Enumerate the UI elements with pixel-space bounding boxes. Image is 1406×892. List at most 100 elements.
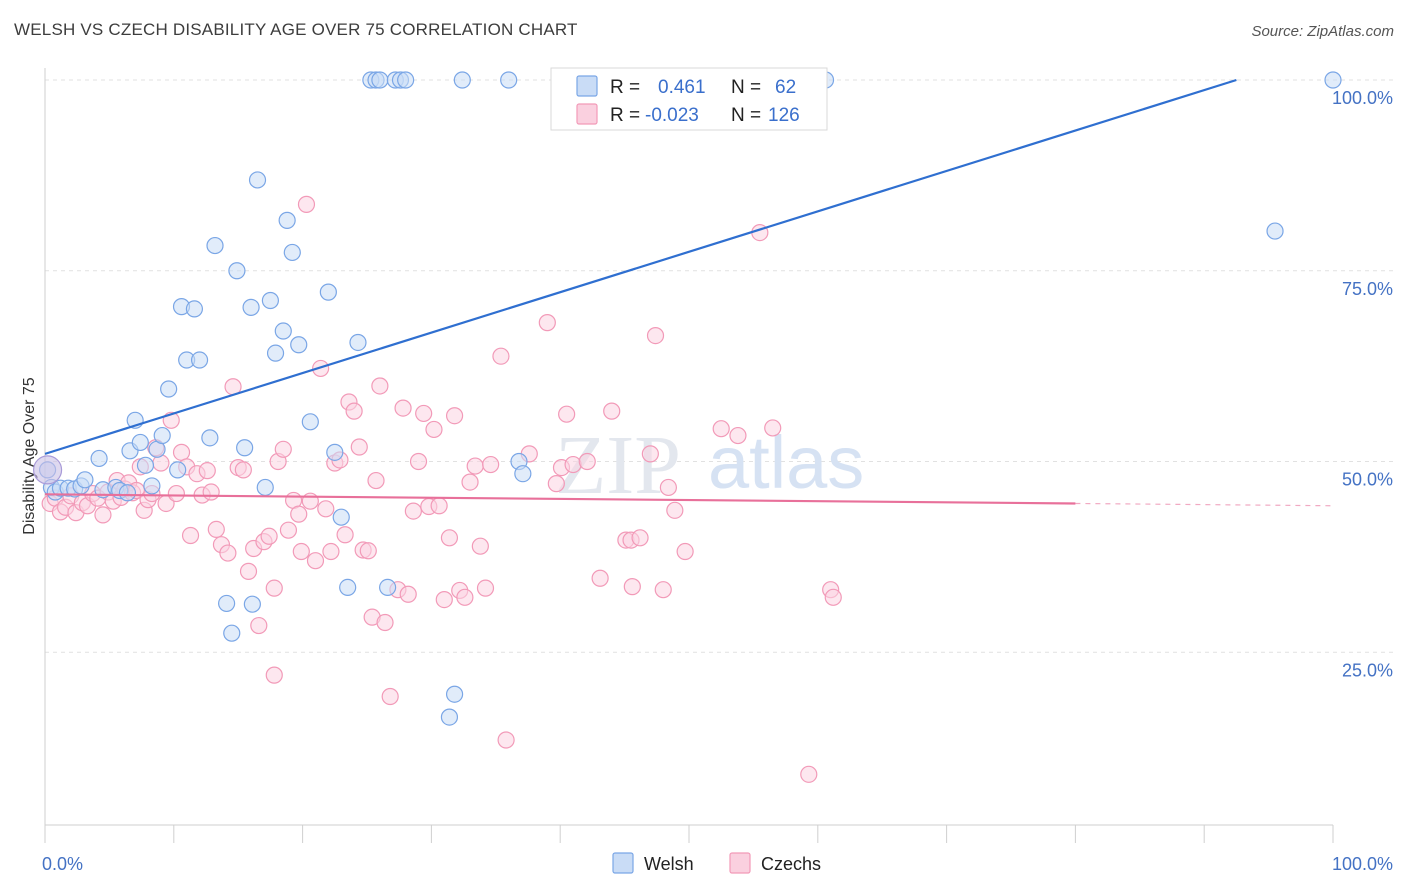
welsh-point-54 — [397, 71, 415, 89]
welsh-point-44 — [326, 443, 344, 461]
welsh-point-20 — [160, 380, 178, 398]
y-tick-label-100: 100.0% — [1332, 88, 1393, 108]
legend-r-value-welsh: 0.461 — [658, 77, 706, 98]
y-tick-label-75: 75.0% — [1342, 279, 1393, 299]
x-tick-marks — [44, 825, 1334, 843]
welsh-point-40 — [283, 243, 301, 262]
czechs-point-111 — [666, 501, 684, 519]
czechs-point-70 — [371, 377, 389, 395]
y-axis-label: Disability Age Over 75 — [21, 377, 38, 535]
czechs-point-88 — [466, 457, 484, 475]
czechs-point-113 — [712, 420, 730, 438]
czechs-point-101 — [591, 569, 609, 587]
czechs-point-67 — [359, 542, 377, 560]
czechs-point-81 — [430, 497, 448, 515]
welsh-point-32 — [242, 298, 260, 316]
czechs-point-54 — [297, 195, 316, 213]
czechs-point-109 — [654, 581, 672, 599]
welsh-point-17 — [143, 477, 161, 495]
welsh-point-57 — [453, 71, 471, 89]
czechs-point-35 — [207, 520, 225, 539]
welsh-point-51 — [379, 578, 397, 596]
x-tick-label-max: 100.0% — [1332, 854, 1393, 874]
chart-title: WELSH VS CZECH DISABILITY AGE OVER 75 CO… — [14, 20, 578, 39]
legend-r-label-czechs: R = — [610, 105, 640, 126]
welsh-point-46 — [339, 578, 357, 596]
x-tick-label-min: 0.0% — [42, 854, 83, 874]
welsh-point-19 — [153, 426, 171, 445]
welsh-point-24 — [185, 300, 204, 318]
czechs-point-45 — [260, 527, 278, 545]
welsh-point-63 — [1324, 71, 1342, 89]
czechs-point-59 — [322, 542, 340, 561]
welsh-point-45 — [332, 508, 350, 526]
welsh-point-50 — [371, 71, 389, 89]
welsh-point-7 — [76, 471, 94, 489]
bottom-legend-label-welsh: Welsh — [644, 854, 694, 874]
welsh-point-36 — [261, 291, 279, 310]
bottom-legend-label-czechs: Czechs — [761, 854, 821, 874]
czechs-point-34 — [202, 483, 220, 501]
trend-lines — [44, 78, 1334, 507]
czechs-point-100 — [578, 452, 596, 471]
welsh-point-43 — [319, 283, 337, 301]
czechs-point-10 — [94, 506, 112, 524]
czechs-point-108 — [646, 327, 665, 345]
czechs-point-40 — [234, 461, 252, 479]
welsh-point-60 — [514, 465, 532, 483]
welsh-point-25 — [190, 351, 209, 369]
welsh-point-35 — [256, 478, 274, 497]
czechs-point-28 — [172, 443, 191, 461]
czechs-point-77 — [409, 452, 428, 471]
czechs-point-86 — [456, 588, 474, 606]
czechs-point-33 — [198, 462, 216, 480]
legend-swatch-czechs — [576, 103, 598, 125]
legend-n-label-welsh: N = — [731, 77, 761, 98]
czechs-point-99 — [564, 455, 582, 474]
czechs-point-110 — [659, 478, 677, 497]
czechs-point-52 — [290, 505, 308, 523]
welsh-point-62 — [1266, 222, 1284, 240]
welsh-point-39 — [278, 211, 296, 229]
czechs-point-43 — [250, 616, 268, 635]
legend-swatch-welsh — [576, 75, 598, 97]
legend-n-label-czechs: N = — [731, 105, 761, 126]
czechs-point-112 — [676, 542, 694, 561]
top-legend: R = 0.461 N = 62 R = -0.023 N = 126 — [550, 67, 828, 131]
czechs-point-89 — [471, 537, 489, 555]
czechs-point-72 — [381, 687, 399, 706]
czechs-point-30 — [181, 526, 200, 545]
czechs-point-56 — [306, 552, 325, 570]
czechs-point-83 — [440, 529, 459, 547]
czechs-point-93 — [497, 731, 515, 749]
czechs-point-47 — [265, 666, 283, 684]
czechs-points — [41, 195, 842, 783]
czechs-point-82 — [435, 591, 453, 609]
welsh-point-38 — [274, 322, 292, 340]
source-label: Source: ZipAtlas.com — [1251, 23, 1394, 40]
welsh-point-8 — [90, 449, 108, 468]
bottom-legend-swatch-welsh — [612, 852, 634, 874]
legend-r-value-czechs: -0.023 — [645, 105, 699, 126]
czechs-point-84 — [445, 407, 464, 425]
czechs-point-53 — [292, 542, 310, 561]
czechs-point-65 — [350, 438, 368, 456]
welsh-point-34 — [248, 171, 267, 189]
czechs-point-107 — [641, 445, 659, 463]
czechs-point-58 — [317, 500, 335, 518]
czechs-point-75 — [399, 585, 417, 603]
czechs-point-105 — [623, 578, 641, 596]
legend-r-label-welsh: R = — [610, 77, 640, 98]
legend-n-value-welsh: 62 — [775, 77, 796, 98]
czechs-point-92 — [492, 347, 510, 365]
y-tick-label-25: 25.0% — [1342, 660, 1393, 680]
welsh-point-55 — [440, 708, 459, 726]
bottom-legend: Welsh Czechs — [612, 852, 821, 874]
czechs-point-96 — [547, 475, 565, 493]
welsh-point-33 — [243, 595, 261, 613]
welsh-point-26 — [201, 429, 219, 447]
czechs-point-87 — [461, 473, 479, 491]
czechs-point-27 — [167, 484, 185, 503]
czechs-point-95 — [538, 314, 556, 332]
